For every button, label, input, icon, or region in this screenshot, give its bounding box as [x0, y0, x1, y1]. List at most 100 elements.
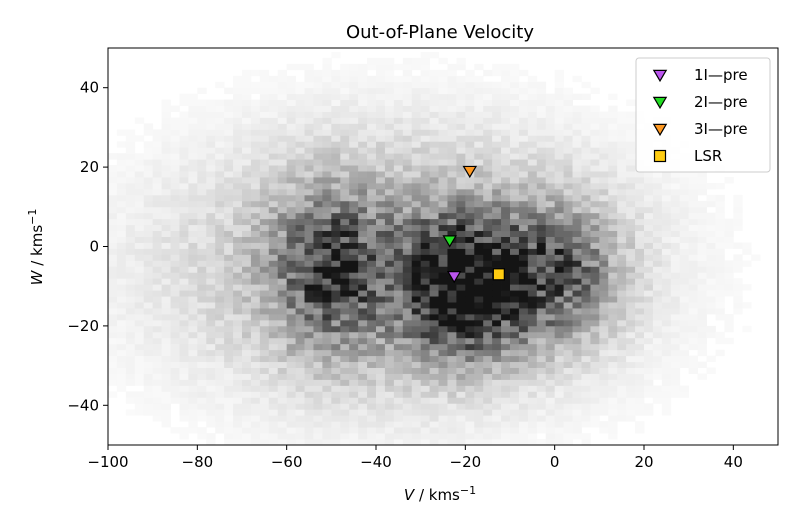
heatmap-bin	[501, 188, 511, 196]
heatmap-bin	[590, 409, 600, 416]
heatmap-bin	[429, 171, 439, 178]
heatmap-bin	[572, 141, 582, 148]
heatmap-bin	[492, 415, 502, 422]
heatmap-bin	[501, 105, 511, 112]
heatmap-bin	[456, 397, 466, 404]
heatmap-bin	[501, 331, 511, 339]
heatmap-bin	[706, 200, 716, 208]
heatmap-bin	[474, 182, 484, 190]
heatmap-bin	[376, 69, 386, 77]
heatmap-bin	[331, 153, 341, 160]
heatmap-bin	[197, 355, 207, 363]
heatmap-bin	[474, 296, 484, 303]
heatmap-bin	[393, 117, 404, 124]
heatmap-bin	[465, 343, 475, 351]
heatmap-bin	[661, 212, 672, 220]
heatmap-bin	[661, 367, 672, 374]
heatmap-bin	[581, 248, 591, 255]
heatmap-bin	[259, 433, 270, 440]
heatmap-bin	[474, 165, 484, 172]
heatmap-bin	[349, 81, 359, 89]
heatmap-bin	[259, 427, 270, 434]
heatmap-bin	[554, 188, 564, 196]
heatmap-bin	[545, 236, 556, 243]
heatmap-bin	[492, 141, 502, 148]
heatmap-bin	[402, 182, 413, 190]
heatmap-bin	[358, 355, 368, 363]
heatmap-bin	[536, 87, 547, 95]
heatmap-bin	[233, 331, 243, 339]
heatmap-bin	[429, 349, 439, 357]
heatmap-bin	[661, 355, 672, 363]
heatmap-bin	[510, 218, 520, 226]
heatmap-bin	[277, 290, 288, 297]
heatmap-bin	[590, 331, 600, 339]
heatmap-bin	[250, 171, 261, 178]
heatmap-bin	[152, 230, 162, 237]
heatmap-bin	[393, 188, 404, 196]
heatmap-bin	[438, 93, 448, 101]
heatmap-bin	[635, 260, 645, 267]
x-axis-label-var: V	[404, 486, 416, 504]
heatmap-bin	[501, 123, 511, 130]
heatmap-bin	[518, 69, 529, 77]
heatmap-bin	[474, 218, 484, 226]
heatmap-bin	[161, 266, 171, 273]
heatmap-bin	[367, 421, 377, 428]
heatmap-bin	[465, 349, 475, 357]
heatmap-bin	[563, 433, 573, 440]
heatmap-bin	[483, 111, 493, 118]
heatmap-bin	[617, 391, 627, 398]
heatmap-bin	[313, 319, 323, 327]
heatmap-bin	[268, 99, 279, 106]
heatmap-bin	[331, 147, 341, 154]
heatmap-bin	[617, 349, 627, 357]
heatmap-bin	[277, 379, 288, 386]
heatmap-bin	[715, 284, 725, 291]
heatmap-bin	[215, 313, 225, 321]
heatmap-bin	[661, 224, 672, 232]
heatmap-bin	[268, 194, 279, 202]
heatmap-bin	[617, 308, 627, 315]
heatmap-bin	[179, 159, 189, 166]
heatmap-bin	[697, 308, 707, 315]
heatmap-bin	[188, 111, 198, 118]
heatmap-bin	[259, 308, 270, 315]
heatmap-bin	[116, 129, 127, 136]
heatmap-bin	[715, 194, 725, 202]
heatmap-bin	[304, 272, 314, 279]
heatmap-bin	[492, 248, 502, 255]
heatmap-bin	[590, 343, 600, 351]
heatmap-bin	[197, 141, 207, 148]
heatmap-bin	[608, 230, 618, 237]
heatmap-bin	[501, 260, 511, 267]
heatmap-bin	[545, 361, 556, 368]
heatmap-bin	[679, 177, 690, 184]
heatmap-bin	[402, 81, 413, 89]
heatmap-bin	[259, 248, 270, 255]
heatmap-bin	[518, 254, 529, 261]
heatmap-bin	[376, 439, 386, 446]
heatmap-bin	[545, 248, 556, 255]
heatmap-bin	[349, 141, 359, 148]
heatmap-bin	[527, 397, 538, 404]
heatmap-bin	[652, 308, 663, 315]
heatmap-bin	[250, 147, 261, 154]
heatmap-bin	[295, 206, 305, 214]
heatmap-bin	[688, 308, 698, 315]
heatmap-bin	[367, 99, 377, 106]
heatmap-bin	[134, 230, 145, 237]
heatmap-bin	[447, 421, 457, 428]
heatmap-bin	[295, 313, 305, 321]
heatmap-bin	[313, 403, 323, 410]
heatmap-bin	[224, 337, 234, 345]
heatmap-bin	[295, 212, 305, 220]
heatmap-bin	[340, 421, 350, 428]
heatmap-bin	[242, 236, 252, 243]
heatmap-bin	[572, 284, 582, 291]
heatmap-bin	[384, 308, 395, 315]
heatmap-bin	[134, 188, 145, 196]
heatmap-bin	[608, 182, 618, 190]
heatmap-bin	[501, 153, 511, 160]
heatmap-bin	[170, 379, 180, 386]
